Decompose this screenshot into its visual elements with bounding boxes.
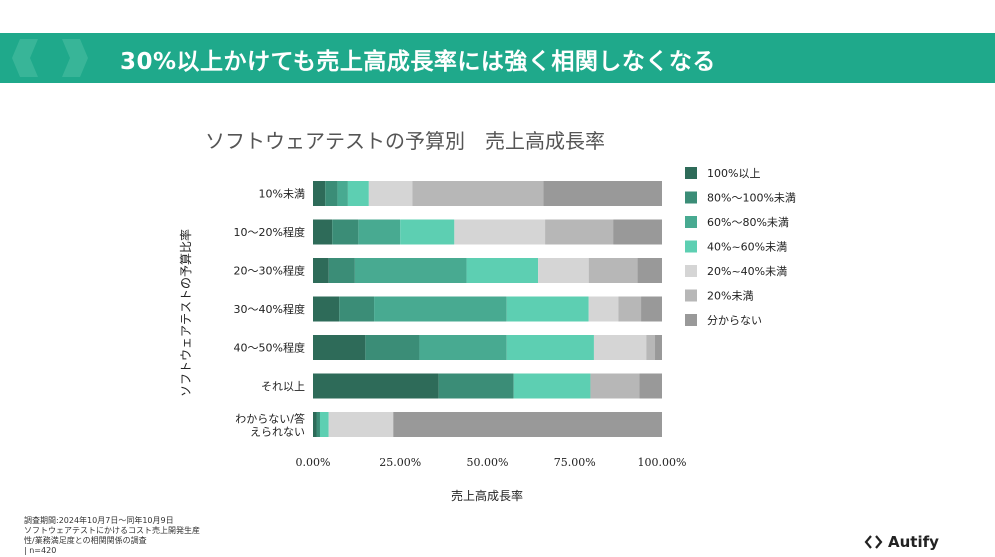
title-banner: 30%以上かけても売上高成長率には強く相関しなくなる xyxy=(0,33,995,83)
bar-segment xyxy=(641,296,662,322)
category-label: 40～50%程度 xyxy=(234,341,305,355)
category-label: 10%未満 xyxy=(259,188,305,201)
bar-segment xyxy=(316,412,320,437)
footnote-line: | n=420 xyxy=(24,546,57,555)
autify-logo: Autify xyxy=(864,531,939,553)
bar-segment xyxy=(339,296,375,322)
bar-segment xyxy=(466,258,539,283)
bar-segment xyxy=(513,373,591,399)
bar-segment xyxy=(590,373,640,399)
bar-segment xyxy=(313,412,317,437)
bar-segment xyxy=(328,412,394,437)
footnote-line: 調査期間:2024年10月7日～同年10月9日 xyxy=(24,516,174,525)
bar-segment xyxy=(538,258,589,283)
legend-label: 80%～100%未満 xyxy=(707,192,796,205)
legend-label: 分からない xyxy=(707,314,762,327)
legend-swatch xyxy=(685,265,697,277)
legend: 100%以上 80%～100%未満 60%～80%未満 40%~60%未満 20%~40… xyxy=(685,167,796,327)
bar-segment xyxy=(393,412,662,437)
legend-swatch xyxy=(685,289,697,302)
bar-segment xyxy=(319,412,329,437)
legend-label: 20%未満 xyxy=(707,290,753,303)
legend-label: 100%以上 xyxy=(707,167,760,180)
bar-segment xyxy=(543,181,662,206)
bar-segment xyxy=(347,181,369,206)
x-axis-label: 売上高成長率 xyxy=(451,488,523,503)
legend-swatch xyxy=(685,240,697,253)
bar-segment xyxy=(588,258,638,283)
bar-segment xyxy=(313,258,329,283)
legend-swatch xyxy=(685,216,697,228)
bar-segment xyxy=(646,335,656,360)
bar-segment xyxy=(545,219,614,245)
bar-segment xyxy=(438,373,514,399)
footnote-line: 性/業務満足度との相関関係の調査 xyxy=(24,536,147,545)
bar-segment xyxy=(368,181,413,206)
bar-segment xyxy=(328,258,355,283)
bar-segment xyxy=(354,258,467,283)
bars-group xyxy=(313,181,662,437)
slide-title: 30%以上かけても売上高成長率には強く相関しなくなる xyxy=(120,49,716,75)
legend-swatch xyxy=(685,191,697,204)
bar-segment xyxy=(400,219,455,245)
bar-segment xyxy=(412,181,544,206)
legend-label: 60%～80%未満 xyxy=(707,216,789,229)
bar-segment xyxy=(419,335,507,360)
bar-segment xyxy=(506,296,589,322)
bar-segment xyxy=(332,219,359,245)
bar-segment xyxy=(365,335,420,360)
bar-segment xyxy=(655,335,662,360)
footnote: 調査期間:2024年10月7日～同年10月9日 ソフトウェアテストにかけるコスト… xyxy=(24,516,254,557)
bar-segment xyxy=(313,373,439,399)
bar-segment xyxy=(637,258,662,283)
logo-text: Autify xyxy=(888,533,939,551)
bar-segment xyxy=(313,181,326,206)
bar-segment xyxy=(313,296,340,322)
x-tick-label: 25.00% xyxy=(379,456,421,469)
category-label: 30～40%程度 xyxy=(234,302,305,316)
legend-label: 40%~60%未満 xyxy=(707,241,787,254)
legend-swatch xyxy=(685,314,697,326)
bar-segment xyxy=(358,219,401,245)
category-label: 10～20%程度 xyxy=(234,225,305,239)
x-tick-labels: 0.00% 25.00% 50.00% 75.00% 100.00% xyxy=(296,456,687,469)
bar-segment xyxy=(506,335,594,360)
bar-segment xyxy=(613,219,662,245)
category-label: わからない/答えられない xyxy=(235,412,305,439)
category-label: 20～30%程度 xyxy=(234,264,305,278)
bar-segment xyxy=(313,219,333,245)
x-tick-label: 100.00% xyxy=(638,456,687,469)
category-labels: 10%未満 10～20%程度 20～30%程度 30～40%程度 40～50%程度それ以… xyxy=(234,188,305,439)
bar-segment xyxy=(593,335,647,360)
legend-swatch xyxy=(685,167,697,179)
bar-segment xyxy=(374,296,507,322)
bar-segment xyxy=(325,181,338,206)
chart-title: ソフトウェアテストの予算別 売上高成長率 xyxy=(205,129,605,153)
x-tick-label: 50.00% xyxy=(467,456,509,469)
bar-segment xyxy=(313,335,366,360)
bar-segment xyxy=(588,296,619,322)
y-axis-label: ソフトウェアテストの予算比率 xyxy=(178,229,193,397)
bar-segment xyxy=(639,373,662,399)
bar-segment xyxy=(618,296,642,322)
x-tick-label: 75.00% xyxy=(554,456,596,469)
chevron-logo-decoration xyxy=(12,39,88,77)
legend-label: 20%~40%未満 xyxy=(707,265,787,278)
footnote-line: ソフトウェアテストにかけるコスト売上開発生産 xyxy=(24,526,200,535)
category-label: それ以上 xyxy=(261,380,305,393)
autify-logo-icon xyxy=(864,535,883,549)
bar-segment xyxy=(454,219,546,245)
bar-segment xyxy=(337,181,348,206)
x-tick-label: 0.00% xyxy=(296,456,331,469)
